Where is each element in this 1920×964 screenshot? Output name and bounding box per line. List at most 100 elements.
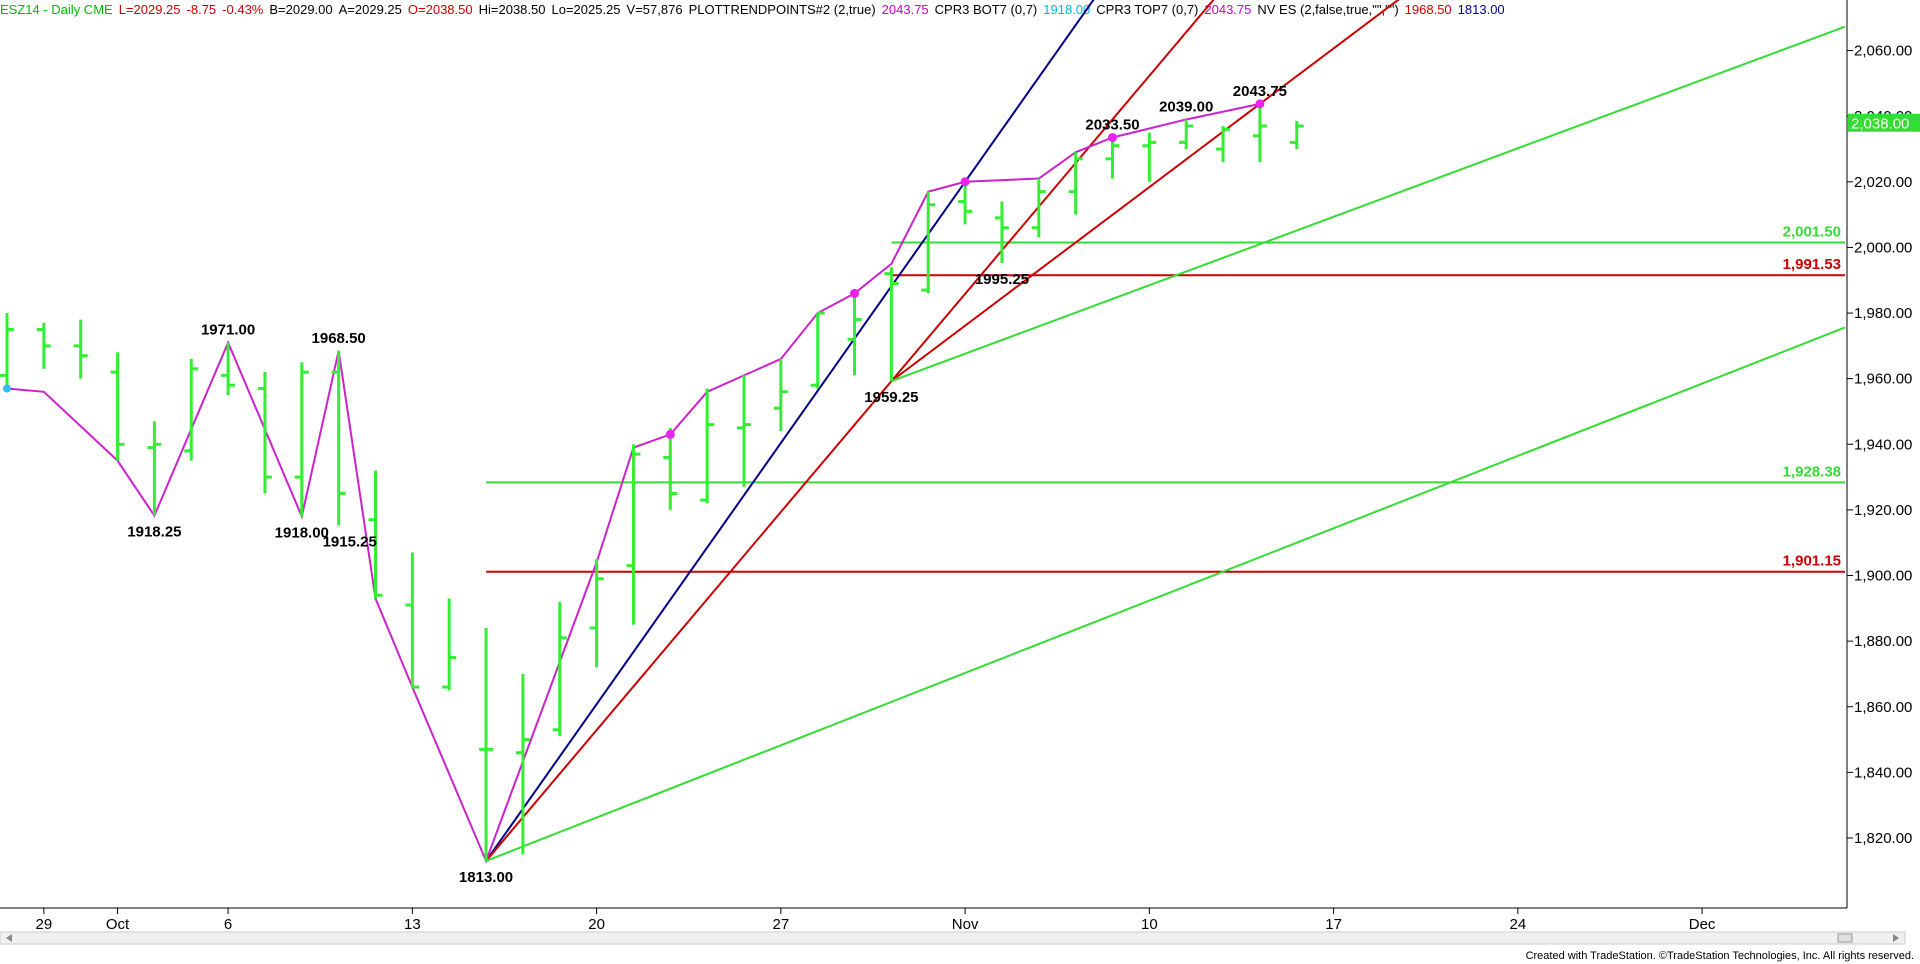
ohlc-bar-13 [479,628,494,861]
header-item-0: ESZ14 - Daily CME [0,2,113,17]
header-item-6: O=2038.50 [407,2,473,17]
level-label-0: 2,001.50 [1783,223,1841,240]
x-tick-label-8: 17 [1325,916,1342,933]
price-annotation-8: 2033.50 [1085,117,1139,134]
header-item-11: 2043.75 [881,2,929,17]
ohlc-bar-29 [1068,152,1083,215]
price-annotation-10: 2043.75 [1233,83,1287,100]
swing-dot-0 [665,429,675,439]
swing-line [6,102,1261,864]
ohlc-bar-25 [921,191,936,294]
ohlc-bar-4 [147,421,162,516]
swing-dot-4 [1255,99,1265,109]
x-tick-label-6: Nov [952,916,979,933]
ohlc-bar-11 [405,552,420,689]
ohlc-bar-19 [700,388,715,504]
ohlc-bar-17 [626,444,641,625]
ohlc-bar-31 [1142,132,1157,182]
scroll-left-icon [6,934,12,942]
header-item-14: CPR3 TOP7 (0,7) [1096,2,1199,17]
x-tick-label-10: Dec [1689,916,1716,933]
ohlc-bar-3 [110,352,125,461]
y-tick-label-10: 2,020.00 [1854,174,1912,191]
price-annotation-9: 2039.00 [1159,98,1213,115]
trendline-2 [890,0,1400,382]
ohlc-bar-24 [884,267,899,382]
header-item-12: CPR3 BOT7 (0,7) [934,2,1038,17]
scroll-right-icon [1893,934,1899,942]
ohlc-bar-2 [73,319,88,379]
ohlc-bar-5 [184,358,199,461]
price-annotation-2: 1918.25 [127,524,181,541]
header-item-9: V=57,876 [626,2,683,17]
trendline-4 [891,25,1845,383]
ohlc-bar-32 [1179,119,1194,149]
price-annotation-3: 1918.00 [275,524,329,541]
ohlc-bar-15 [552,601,567,737]
start-dot [3,384,11,393]
horizontal-scrollbar[interactable] [0,931,1906,945]
ohlc-bar-33 [1216,126,1231,163]
header-item-5: A=2029.25 [338,2,402,17]
level-label-3: 1,901.15 [1783,553,1841,570]
y-tick-label-9: 2,000.00 [1854,239,1912,256]
level-label-2: 1,928.38 [1783,463,1841,480]
ohlc-bar-27 [994,201,1009,264]
x-tick-label-4: 20 [588,916,605,933]
x-tick-label-1: Oct [106,916,130,933]
ohlc-bar-26 [958,181,973,225]
y-tick-label-3: 1,880.00 [1854,633,1912,650]
ohlc-bar-6 [221,342,236,396]
header-item-13: 1918.00 [1043,2,1091,17]
ohlc-bar-7 [257,372,272,494]
x-tick-label-2: 6 [224,916,232,933]
level-label-1: 1,991.53 [1783,256,1841,273]
last-price-marker [1848,113,1920,132]
ohlc-bar-10 [368,470,383,599]
ohlc-bar-34 [1252,103,1267,163]
y-tick-label-2: 1,860.00 [1854,699,1912,716]
header-item-7: Hi=2038.50 [478,2,546,17]
trendline-0 [485,0,1095,862]
plot-clip [0,0,1845,864]
x-tick-label-9: 24 [1510,916,1527,933]
y-tick-label-7: 1,960.00 [1854,371,1912,388]
ohlc-bar-1 [36,322,51,369]
y-tick-label-1: 1,840.00 [1854,764,1912,781]
ohlc-bar-28 [1031,178,1046,238]
trendline-3 [485,326,1845,862]
ohlc-bar-23 [847,293,862,376]
price-annotation-4: 1915.25 [323,533,377,550]
x-tick-label-5: 27 [773,916,790,933]
price-annotation-5: 1813.00 [459,869,513,886]
trendline-1 [485,0,1215,862]
price-annotation-1: 1968.50 [312,330,366,347]
header-item-4: B=2029.00 [269,2,333,17]
price-annotation-7: 1995.25 [975,271,1029,288]
footer-credit: Created with TradeStation. ©TradeStation… [1525,950,1914,962]
scrollbar-thumb [1837,933,1853,943]
ohlc-bar-14 [515,673,530,855]
ohlc-bar-0 [0,313,14,389]
ohlc-bar-16 [589,559,604,668]
price-annotation-6: 1959.25 [864,389,918,406]
scrollbar-track [0,931,1906,945]
ohlc-bar-8 [294,362,309,517]
ohlc-bar-30 [1105,137,1120,179]
swing-dot-1 [850,288,860,298]
ohlc-bar-18 [663,427,678,510]
ohlc-bar-35 [1289,121,1304,149]
price-annotation-0: 1971.00 [201,322,255,339]
header-item-2: -8.75 [186,2,217,17]
y-tick-label-4: 1,900.00 [1854,568,1912,585]
y-tick-label-5: 1,920.00 [1854,502,1912,519]
x-tick-label-3: 13 [404,916,421,933]
header-item-17: 1968.50 [1404,2,1452,17]
ohlc-bar-12 [442,598,457,691]
y-tick-label-8: 1,980.00 [1854,305,1912,322]
ohlc-bar-20 [737,375,751,487]
swing-dot-3 [1108,133,1117,143]
y-tick-label-12: 2,060.00 [1854,43,1912,60]
